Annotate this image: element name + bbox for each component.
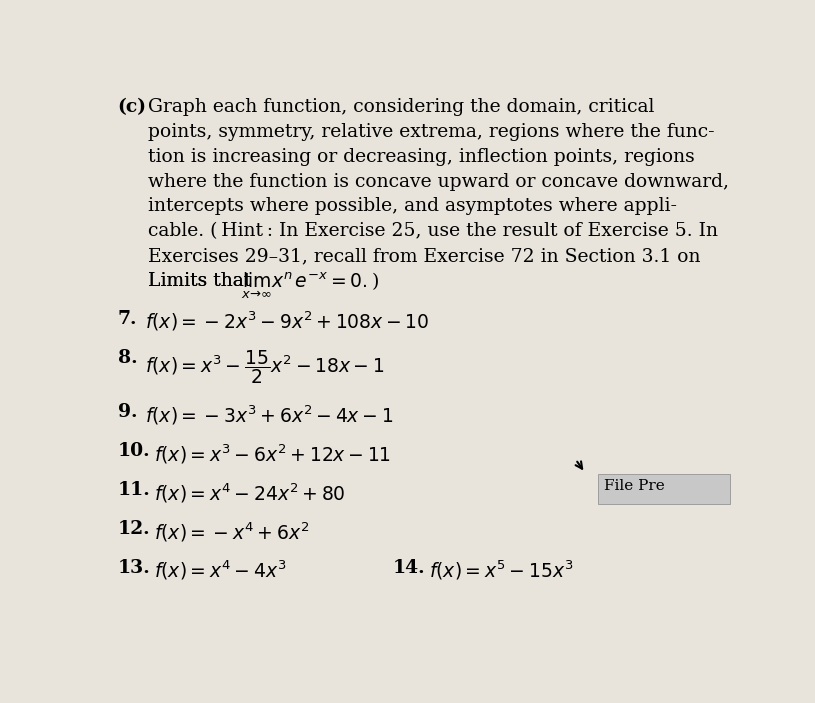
Text: 13.: 13. — [117, 559, 151, 577]
Text: intercepts where possible, and asymptotes where appli-: intercepts where possible, and asymptote… — [148, 198, 677, 216]
Text: 7.: 7. — [117, 309, 137, 328]
Text: $f(x) = x^3 - \dfrac{15}{2}x^2 - 18x - 1$: $f(x) = x^3 - \dfrac{15}{2}x^2 - 18x - 1… — [145, 349, 385, 387]
Text: 8.: 8. — [117, 349, 137, 366]
Text: $f(x) = -x^4 + 6x^2$: $f(x) = -x^4 + 6x^2$ — [154, 520, 310, 543]
Text: 10.: 10. — [117, 442, 150, 460]
Text: points, symmetry, relative extrema, regions where the func-: points, symmetry, relative extrema, regi… — [148, 123, 715, 141]
Text: $f(x) = -2x^3 - 9x^2 + 108x - 10$: $f(x) = -2x^3 - 9x^2 + 108x - 10$ — [145, 309, 430, 333]
Text: 11.: 11. — [117, 481, 151, 499]
Text: cable. ( ​Hint​ : In Exercise 25, use the result of Exercise 5. In: cable. ( ​Hint​ : In Exercise 25, use th… — [148, 222, 718, 240]
Text: $f(x) = x^5 - 15x^3$: $f(x) = x^5 - 15x^3$ — [429, 559, 574, 583]
Text: $f(x) = -3x^3 + 6x^2 - 4x - 1$: $f(x) = -3x^3 + 6x^2 - 4x - 1$ — [145, 403, 394, 427]
FancyBboxPatch shape — [597, 474, 730, 504]
Text: (c): (c) — [117, 98, 147, 116]
Text: 9.: 9. — [117, 403, 137, 421]
Text: Limits that: Limits that — [148, 272, 251, 290]
Text: File Pre: File Pre — [604, 479, 665, 494]
Text: where the function is concave upward or concave downward,: where the function is concave upward or … — [148, 173, 729, 191]
Text: $f(x) = x^3 - 6x^2 + 12x - 11$: $f(x) = x^3 - 6x^2 + 12x - 11$ — [154, 442, 391, 465]
Text: Exercises 29–31, recall from Exercise 72 in Section 3.1 on: Exercises 29–31, recall from Exercise 72… — [148, 247, 700, 265]
Text: $\lim_{x\to\infty} x^n e^{-x} = 0.$): $\lim_{x\to\infty} x^n e^{-x} = 0.$) — [241, 271, 380, 301]
Text: Graph each function, considering the domain, critical: Graph each function, considering the dom… — [148, 98, 654, 116]
Text: $f(x) = x^4 - 24x^2 + 80$: $f(x) = x^4 - 24x^2 + 80$ — [154, 481, 346, 505]
Text: 14.: 14. — [393, 559, 425, 577]
Text: tion is increasing or decreasing, inflection points, regions: tion is increasing or decreasing, inflec… — [148, 148, 694, 166]
Text: 12.: 12. — [117, 520, 150, 538]
Text: Limits that: Limits that — [148, 272, 258, 290]
Text: $f(x) = x^4 - 4x^3$: $f(x) = x^4 - 4x^3$ — [154, 559, 287, 583]
